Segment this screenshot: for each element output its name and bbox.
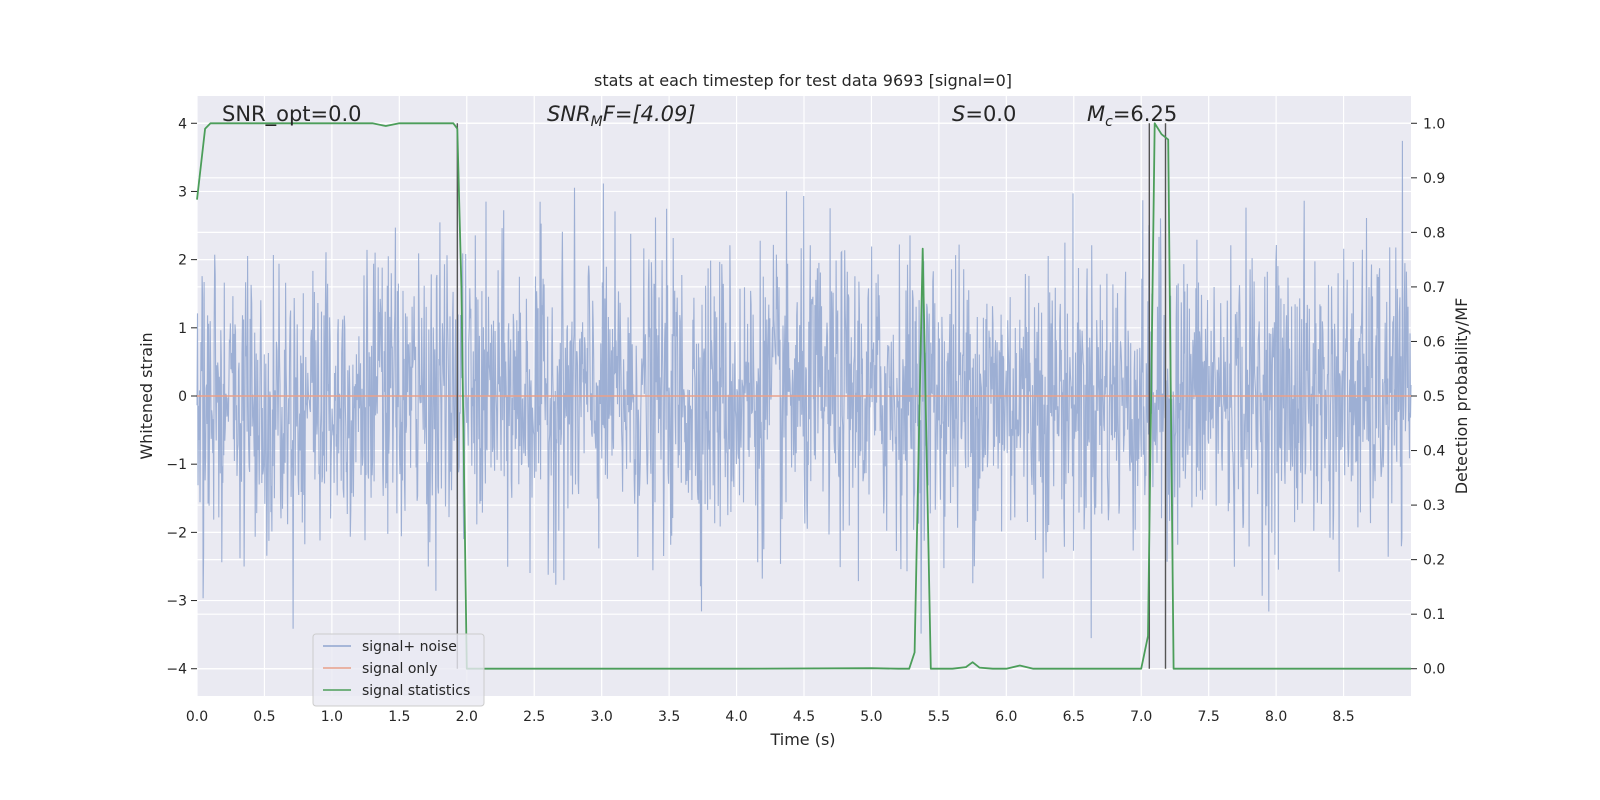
signal-statistics-line bbox=[196, 122, 1411, 670]
signal-statistics-series bbox=[196, 122, 1411, 670]
annotation-snr-opt: SNR_opt=0.0 bbox=[222, 102, 362, 127]
chart-title: stats at each timestep for test data 969… bbox=[594, 71, 1012, 90]
y2-tick-label: 0.0 bbox=[1423, 662, 1445, 678]
x-tick-label: 5.5 bbox=[928, 709, 950, 725]
x-axis-label: Time (s) bbox=[769, 730, 835, 749]
x-tick-label: 0.5 bbox=[253, 709, 275, 725]
x-tick-label: 8.5 bbox=[1332, 709, 1354, 725]
signal-noise-series bbox=[196, 140, 1412, 639]
y2-tick-label: 0.4 bbox=[1423, 444, 1445, 460]
annotation-mc: Mc=6.25 bbox=[1087, 102, 1177, 130]
annotation-snr-mf: SNRMF=[4.09] bbox=[547, 102, 696, 130]
y2-tick-label: 0.8 bbox=[1423, 225, 1445, 241]
x-tick-label: 6.0 bbox=[995, 709, 1017, 725]
y2-tick-label: 0.5 bbox=[1423, 389, 1445, 405]
y-tick-label: −2 bbox=[166, 525, 187, 541]
x-tick-label: 3.5 bbox=[658, 709, 680, 725]
annotation-snr-mf-subscript: M bbox=[591, 114, 603, 130]
x-tick-label: 4.0 bbox=[725, 709, 747, 725]
annotation-s: S=0.0 bbox=[952, 102, 1016, 126]
y-axis-label: Whitened strain bbox=[137, 332, 156, 459]
annotation-s-value: =0.0 bbox=[965, 102, 1016, 126]
y2-tick-label: 0.6 bbox=[1423, 334, 1445, 350]
x-tick-label: 4.5 bbox=[793, 709, 815, 725]
y-tick-label: 0 bbox=[178, 389, 187, 405]
y-axis-ticks: 4 3 2 1 0 −1 −2 −3 −4 bbox=[166, 116, 197, 678]
y-tick-label: −3 bbox=[166, 594, 187, 610]
y2-tick-label: 0.7 bbox=[1423, 280, 1445, 296]
x-tick-label: 1.5 bbox=[388, 709, 410, 725]
legend-label-signal-only: signal only bbox=[362, 661, 437, 677]
y-tick-label: −4 bbox=[166, 662, 187, 678]
x-tick-label: 8.0 bbox=[1265, 709, 1287, 725]
y2-tick-label: 0.3 bbox=[1423, 498, 1445, 514]
legend-box bbox=[312, 633, 485, 707]
legend-label-signal-statistics: signal statistics bbox=[362, 683, 470, 699]
noise-trace bbox=[196, 140, 1412, 639]
x-tick-label: 7.5 bbox=[1198, 709, 1220, 725]
y2-axis-ticks: 1.0 0.9 0.8 0.7 0.6 0.5 0.4 0.3 0.2 0.1 0.0 bbox=[1411, 116, 1445, 678]
x-tick-label: 3.0 bbox=[591, 709, 613, 725]
x-tick-label: 0.0 bbox=[186, 709, 208, 725]
annotation-snr-mf-symbol: SNR bbox=[547, 102, 591, 126]
y-tick-label: 2 bbox=[178, 253, 187, 269]
y2-tick-label: 0.9 bbox=[1423, 171, 1445, 187]
x-tick-label: 7.0 bbox=[1130, 709, 1152, 725]
x-tick-label: 2.0 bbox=[456, 709, 478, 725]
y-tick-label: −1 bbox=[166, 457, 187, 473]
y2-tick-label: 0.2 bbox=[1423, 553, 1445, 569]
y2-axis-label: Detection probability/MF bbox=[1452, 298, 1471, 495]
annotation-snr-mf-value: F=[4.09] bbox=[603, 102, 696, 126]
x-axis-ticks: 0.0 0.5 1.0 1.5 2.0 2.5 3.0 3.5 4.0 4.5 5.0 5.5 6.0 6… bbox=[186, 709, 1355, 725]
x-tick-label: 6.5 bbox=[1063, 709, 1085, 725]
x-tick-label: 1.0 bbox=[321, 709, 343, 725]
y2-tick-label: 0.1 bbox=[1423, 607, 1445, 623]
annotation-mc-subscript: c bbox=[1105, 114, 1113, 130]
annotation-s-symbol: S bbox=[952, 102, 965, 126]
y2-tick-label: 1.0 bbox=[1423, 116, 1445, 132]
annotation-mc-symbol: M bbox=[1087, 102, 1105, 126]
y-tick-label: 1 bbox=[178, 321, 187, 337]
x-tick-label: 5.0 bbox=[860, 709, 882, 725]
y-tick-label: 4 bbox=[178, 116, 187, 132]
legend: signal+ noise signal only signal statist… bbox=[312, 633, 485, 707]
y-tick-label: 3 bbox=[178, 184, 187, 200]
x-tick-label: 2.5 bbox=[523, 709, 545, 725]
legend-label-signal-noise: signal+ noise bbox=[362, 639, 457, 655]
annotation-mc-value: =6.25 bbox=[1113, 102, 1177, 126]
